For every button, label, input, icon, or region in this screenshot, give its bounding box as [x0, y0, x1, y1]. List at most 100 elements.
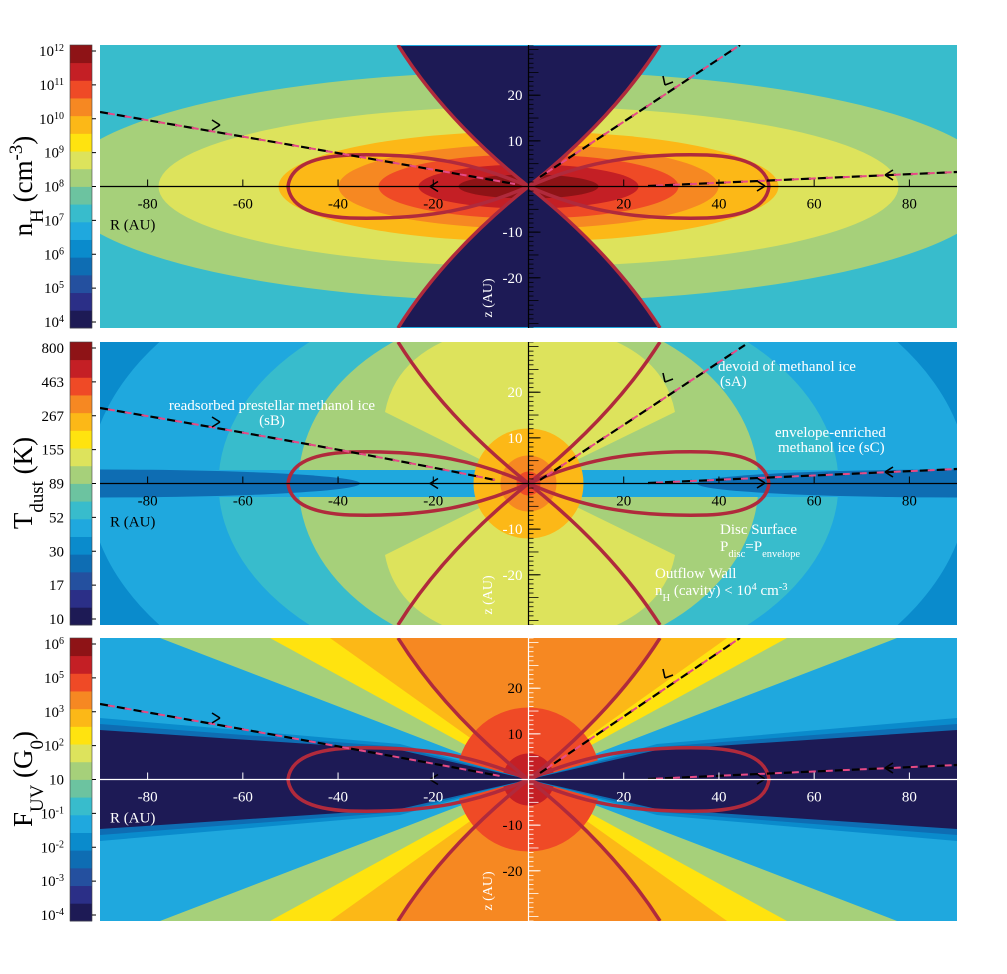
colorbar-tick-label: 800 — [42, 341, 65, 357]
trajectory — [539, 344, 746, 481]
colorbar-tick-label: 10-4 — [41, 907, 64, 925]
y-tick-label: -20 — [503, 568, 523, 584]
x-tick-label: 20 — [616, 197, 631, 213]
colorbar-band — [70, 62, 92, 81]
y-tick-label: -10 — [503, 818, 523, 834]
label-part: 9 — [59, 144, 64, 155]
label-part: 5 — [59, 280, 64, 291]
arrow-head — [211, 119, 221, 131]
panel: -80 -60 -40 -20 20 40 60 80 -20 -10 10 20 R (AU) z (A… — [100, 342, 957, 625]
colorbar-band — [70, 204, 92, 223]
colorbar-band — [70, 412, 92, 431]
label-part: -4 — [56, 907, 64, 918]
label-part: 10 — [41, 840, 56, 856]
label-part: 5 — [59, 669, 64, 680]
trajectory — [539, 638, 741, 774]
colorbar-band — [70, 98, 92, 117]
colorbar-tick-label: 10-1 — [41, 805, 64, 823]
x-tick-label: -20 — [423, 197, 443, 213]
label-part: -3 — [6, 145, 27, 161]
label-part: 10 — [44, 315, 59, 331]
panel: -80 -60 -40 -20 20 40 60 80 -20 -10 10 20 R (AU) z (A… — [100, 45, 957, 328]
x-tick-label: -20 — [423, 494, 443, 510]
x-tick-label: 60 — [807, 197, 822, 213]
y-tick-label: 10 — [508, 431, 523, 447]
colorbar-band — [70, 554, 92, 573]
colorbar-band — [70, 395, 92, 414]
colorbar-band — [70, 638, 92, 657]
label-part: (K) — [8, 437, 38, 481]
colorbar-band — [70, 867, 92, 887]
colorbar-tick-label: 267 — [42, 409, 65, 425]
x-tick-label: 80 — [902, 494, 917, 510]
label-part: 10 — [41, 908, 56, 924]
label-part: 10 — [39, 44, 54, 60]
trajectory — [100, 407, 496, 481]
annotation: Pdisc=Penvelope — [720, 539, 800, 560]
colorbar-tick-label: 109 — [44, 144, 64, 162]
colorbar-band — [70, 483, 92, 502]
colorbar-band — [70, 430, 92, 449]
x-tick-label: 40 — [711, 494, 726, 510]
y-tick-label: 20 — [508, 88, 523, 104]
label-part: ) — [8, 731, 38, 740]
colorbar-band — [70, 850, 92, 869]
label-part: 10 — [44, 637, 59, 653]
annotation: methanol ice (sC) — [778, 440, 885, 456]
label-part: (G — [8, 749, 38, 784]
trajectory — [647, 763, 957, 781]
label-part: disc — [728, 549, 745, 560]
arrow-head — [429, 180, 439, 193]
label-part: 8 — [59, 178, 64, 189]
arrow-head — [662, 372, 674, 383]
colorbar-band — [70, 708, 92, 727]
label-part: n — [655, 583, 663, 599]
y-tick-label: 10 — [508, 134, 523, 150]
colorbar-band — [70, 151, 92, 170]
colorbar-tick-label: 10-2 — [41, 839, 64, 857]
x-tick-label: 60 — [807, 494, 822, 510]
colorbar-band — [70, 45, 92, 64]
colorbar-band — [70, 292, 92, 311]
colorbar-band — [70, 359, 92, 378]
trajectory — [100, 110, 516, 186]
field-level — [385, 483, 675, 625]
label-part: 4 — [751, 582, 757, 593]
contour-line — [396, 778, 530, 921]
colorbar-band — [70, 448, 92, 467]
y-tick-label: 20 — [508, 385, 523, 401]
colorbar-tick-label: 155 — [42, 443, 65, 459]
colorbar-band — [70, 779, 92, 798]
label-part: 10 — [44, 146, 59, 162]
label-part: 10 — [44, 671, 59, 687]
colorbar-band — [70, 571, 92, 591]
colorbar-band — [70, 744, 92, 763]
label-part: P — [720, 539, 728, 555]
x-tick-label: -40 — [328, 790, 348, 806]
x-tick-label: -80 — [138, 197, 158, 213]
arrow-head — [662, 668, 674, 679]
colorbar-band — [70, 221, 92, 240]
colorbar-band — [70, 885, 92, 904]
arrow-head — [662, 75, 674, 86]
annotation: (sB) — [259, 413, 285, 429]
arrow-head — [429, 773, 439, 786]
contour-line — [527, 482, 662, 625]
label-part: (cm — [8, 160, 38, 209]
label-part: dust — [27, 480, 48, 512]
colorbar-band — [70, 797, 92, 816]
label-part: (cavity) < 10 — [670, 583, 751, 599]
field-level — [385, 342, 675, 484]
contour-line — [396, 638, 530, 781]
label-part: 2 — [59, 737, 64, 748]
contour-line — [527, 185, 662, 328]
panel: -80 -60 -40 -20 20 40 60 80 -20 -10 10 20 R (AU) z (A… — [100, 638, 957, 921]
colorbar-band — [70, 832, 92, 851]
x-axis-title: R (AU) — [110, 811, 155, 827]
y-tick-label: 20 — [508, 681, 523, 697]
annotation: readsorbed prestellar methanol ice — [169, 398, 375, 414]
label-part: 10 — [44, 281, 59, 297]
contour-line — [396, 185, 530, 328]
trajectory — [647, 467, 957, 485]
annotation: devoid of methanol ice — [718, 359, 856, 375]
